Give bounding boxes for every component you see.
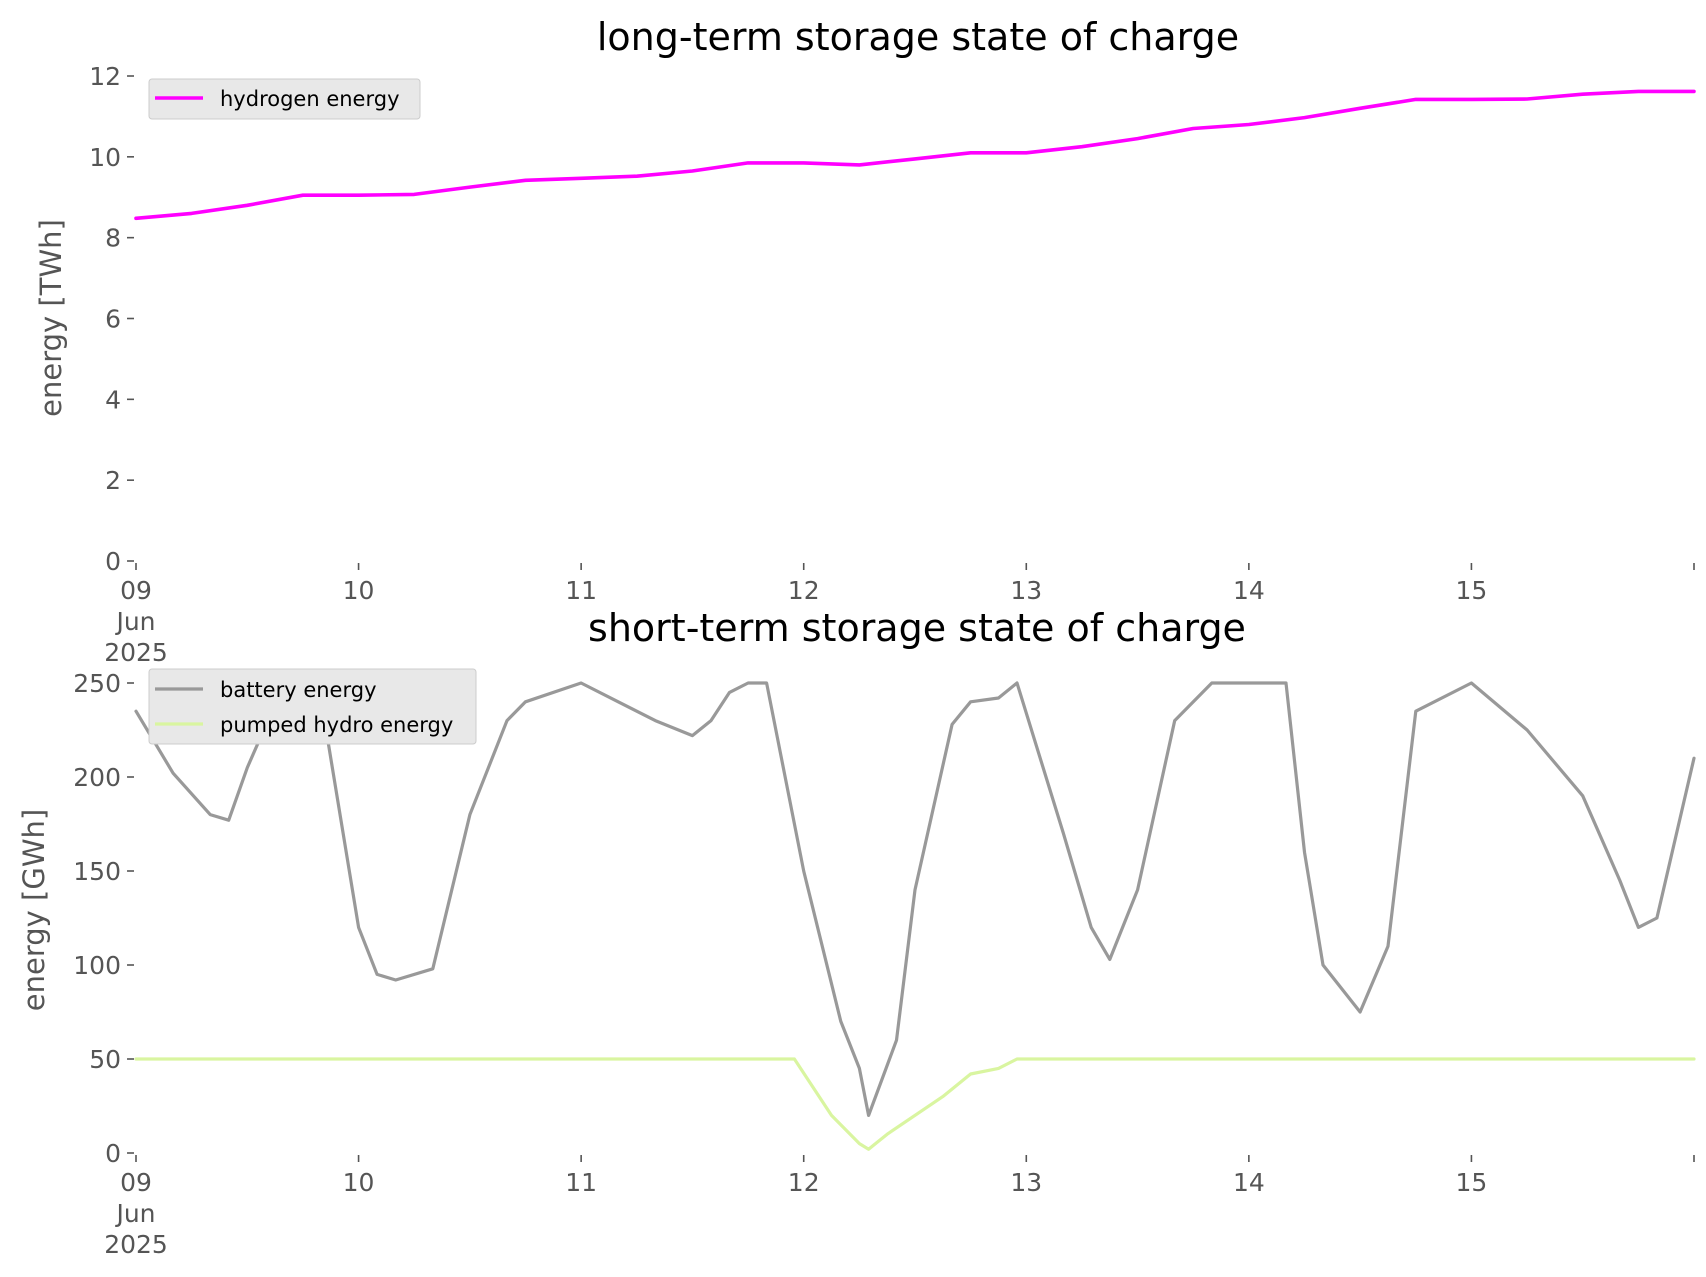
x-tick-label: 12 — [788, 576, 820, 605]
x-axis-ticks: 09 Jun 2025 10 11 12 13 14 15 — [104, 563, 1695, 667]
chart-title: long-term storage state of charge — [597, 15, 1239, 59]
y-tick-label: 8 — [105, 224, 121, 253]
y-tick-label: 100 — [73, 951, 121, 980]
x-tick-label: 10 — [343, 576, 375, 605]
series-line-battery-energy — [134, 681, 1696, 1118]
y-axis-label: energy [TWh] — [34, 219, 68, 417]
legend-box — [148, 78, 421, 120]
y-tick-label: 4 — [105, 385, 121, 414]
legend-label-battery-energy: battery energy — [220, 678, 377, 702]
series-line-hydrogen-energy — [134, 89, 1696, 221]
x-tick-label: 09 Jun 2025 — [104, 576, 168, 667]
x-tick-label: 13 — [1010, 576, 1042, 605]
y-axis-ticks: 0 50 100 150 200 250 — [73, 669, 134, 1168]
y-tick-label: 6 — [105, 305, 121, 334]
y-tick-label: 2 — [105, 466, 121, 495]
legend: hydrogen energy — [148, 78, 421, 120]
y-tick-label: 12 — [89, 62, 121, 91]
x-tick-label: 14 — [1233, 576, 1265, 605]
x-tick-label: 11 — [565, 1168, 597, 1197]
short-term-storage-chart: short-term storage state of charge energ… — [17, 606, 1696, 1259]
x-tick-label: 14 — [1233, 1168, 1265, 1197]
series-line-pumped-hydro-energy — [134, 1057, 1696, 1151]
y-axis-label: energy [GWh] — [17, 809, 51, 1011]
y-tick-label: 150 — [73, 857, 121, 886]
x-tick-label: 13 — [1010, 1168, 1042, 1197]
chart-title: short-term storage state of charge — [588, 606, 1246, 650]
x-tick-label: 12 — [788, 1168, 820, 1197]
y-tick-label: 200 — [73, 763, 121, 792]
legend: battery energy pumped hydro energy — [148, 668, 477, 745]
y-tick-label: 10 — [89, 143, 121, 172]
y-tick-label: 50 — [89, 1045, 121, 1074]
long-term-storage-chart: long-term storage state of charge energy… — [34, 15, 1696, 667]
y-tick-label: 0 — [105, 1139, 121, 1168]
legend-label-pumped-hydro-energy: pumped hydro energy — [220, 713, 453, 737]
x-tick-label: 09 Jun 2025 — [104, 1168, 168, 1259]
y-axis-ticks: 0 2 4 6 8 10 12 — [89, 62, 134, 576]
x-tick-label: 15 — [1456, 1168, 1488, 1197]
x-tick-label: 10 — [343, 1168, 375, 1197]
legend-box — [148, 668, 477, 745]
legend-label-hydrogen-energy: hydrogen energy — [220, 87, 400, 111]
series-lines — [134, 89, 1696, 221]
x-tick-label: 15 — [1456, 576, 1488, 605]
y-tick-label: 250 — [73, 669, 121, 698]
y-tick-label: 0 — [105, 547, 121, 576]
x-tick-label: 11 — [565, 576, 597, 605]
series-lines — [134, 681, 1696, 1151]
x-axis-ticks: 09 Jun 2025 10 11 12 13 14 15 — [104, 1155, 1695, 1259]
